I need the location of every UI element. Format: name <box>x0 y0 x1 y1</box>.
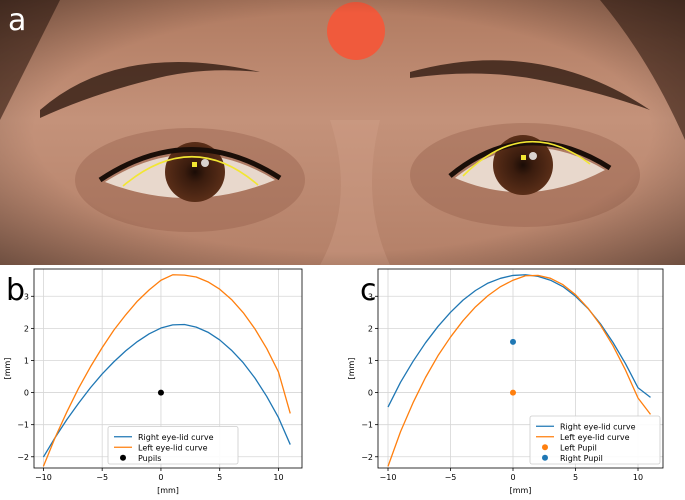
y-tick-label: 3 <box>24 292 29 301</box>
legend-marker-swatch <box>542 454 548 461</box>
y-tick-label: 3 <box>368 292 373 301</box>
x-axis-label: [mm] <box>510 486 532 495</box>
plot-frame <box>33 268 303 469</box>
legend-entry: Left eye-lid curve <box>560 433 630 442</box>
plot-frame <box>377 268 664 469</box>
x-tick-label: −10 <box>35 473 52 482</box>
legend-entry: Left Pupil <box>560 443 597 452</box>
legend-marker-swatch <box>542 444 548 451</box>
x-tick-label: 0 <box>158 473 163 482</box>
series-line-1 <box>387 274 652 467</box>
legend-box <box>107 426 239 465</box>
legend-entry: Left eye-lid curve <box>138 443 208 452</box>
legend-entry: Right eye-lid curve <box>560 422 636 431</box>
y-tick-label: 0 <box>24 389 29 398</box>
x-tick-label: −10 <box>380 473 397 482</box>
x-tick-label: −5 <box>445 473 457 482</box>
scatter-point-3 <box>510 338 516 345</box>
scatter-point-2 <box>510 389 516 396</box>
series-line-0 <box>42 323 291 458</box>
series-line-1 <box>42 274 291 467</box>
y-tick-label: 1 <box>368 356 373 365</box>
legend-box <box>529 415 661 465</box>
y-tick-label: −2 <box>361 453 373 462</box>
x-axis-label: [mm] <box>157 486 179 495</box>
photo-vignette <box>0 0 685 265</box>
x-tick-label: −5 <box>96 473 108 482</box>
eye-photo-illustration <box>0 0 685 265</box>
x-tick-label: 5 <box>573 473 578 482</box>
y-tick-label: −2 <box>17 453 29 462</box>
legend-marker-swatch <box>120 454 126 461</box>
x-tick-label: 10 <box>633 473 643 482</box>
y-axis-label: [mm] <box>3 358 12 380</box>
panel-label-a: a <box>8 3 27 38</box>
x-tick-label: 0 <box>510 473 515 482</box>
y-tick-label: 1 <box>24 356 29 365</box>
panel-label-b: b <box>6 273 26 308</box>
panel-label-c: c <box>360 273 377 308</box>
series-line-0 <box>387 274 651 408</box>
y-axis-label: [mm] <box>347 358 356 380</box>
legend-entry: Right Pupil <box>560 454 603 463</box>
y-tick-label: −1 <box>17 421 29 430</box>
x-tick-label: 5 <box>217 473 222 482</box>
y-tick-label: 0 <box>368 389 373 398</box>
scatter-point-2 <box>157 389 164 396</box>
legend-entry: Pupils <box>138 454 161 463</box>
x-tick-label: 10 <box>273 473 283 482</box>
y-tick-label: 2 <box>368 324 373 333</box>
y-tick-label: 2 <box>24 324 29 333</box>
legend-entry: Right eye-lid curve <box>138 433 214 442</box>
y-tick-label: −1 <box>361 421 373 430</box>
eye-photograph <box>0 0 685 265</box>
